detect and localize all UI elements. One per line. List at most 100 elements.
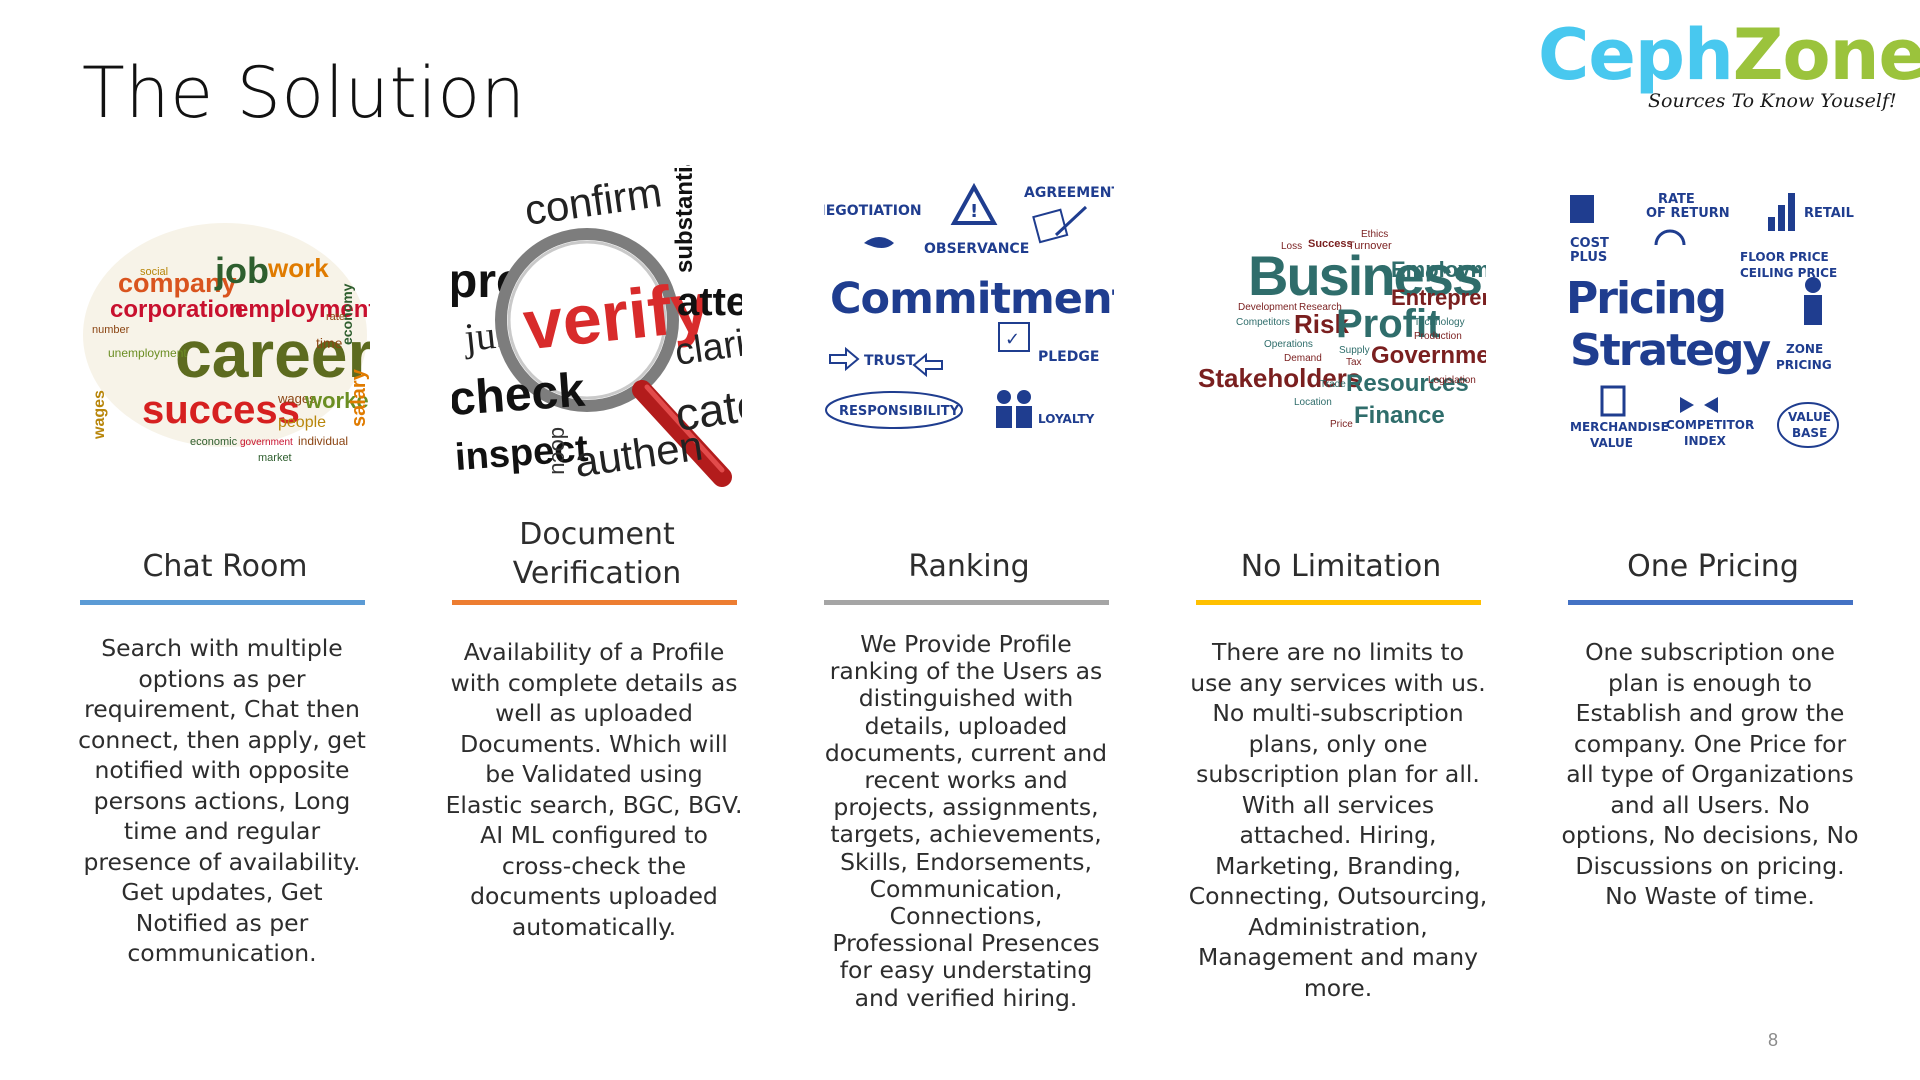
word-development: Development [1238,302,1297,313]
word-employment: employment [235,296,370,323]
column-heading: One Pricing [1627,549,1799,584]
column-one-pricing: RATE OF RETURN RETAIL COST PLUS FLOOR PR… [1562,165,1859,910]
column-divider-darkblue [1568,600,1853,605]
business-word-cloud-image: Ethics Loss Success Turnover Business Em… [1196,165,1486,495]
word-rate: rate [326,311,345,323]
column-body: One subscription one plan is enough to E… [1561,638,1859,910]
word-responsibility: RESPONSIBILITY [839,404,960,419]
word-finance: Finance [1354,402,1445,429]
word-salary: salary [348,368,370,427]
column-divider-orange [452,600,737,605]
word-zone: ZONE [1786,342,1823,356]
word-technology: Technology [1414,317,1465,328]
column-body: Search with multiple options as per requ… [78,634,366,967]
pricing-strategy-sketch-image: RATE OF RETURN RETAIL COST PLUS FLOOR PR… [1568,165,1858,495]
page-number: 8 [1768,1030,1779,1050]
word-competitors: Competitors [1236,317,1290,328]
column-body: There are no limits to use any services … [1188,638,1488,1002]
word-stakeholders: Stakeholders [1198,363,1361,393]
word-corporation: corporation [110,296,243,323]
word-trade: Trade [1320,379,1346,390]
word-location: Location [1294,397,1332,408]
word-pricing-small: PRICING [1776,358,1832,372]
svg-text:!: ! [970,201,978,222]
word-job: job [214,250,269,291]
word-government: government [240,437,293,448]
word-substantiat: substantiat [671,165,698,273]
word-floor-price: FLOOR PRICE [1740,250,1829,264]
word-negotiation: NEGOTIATION [824,203,922,219]
pen-icon [1054,205,1088,237]
word-trust: TRUST [864,353,916,369]
word-social: social [140,266,168,278]
word-research: Research [1299,302,1342,313]
word-docu: docu [547,427,572,475]
word-operations: Operations [1264,339,1313,350]
cephzone-logo: CephZone Sources To Know Youself! [1538,20,1920,130]
logo-word-zone: Zone [1732,14,1920,96]
svg-text:✓: ✓ [1005,329,1020,350]
handshake-icon [864,237,894,248]
word-wages: wages [91,390,108,440]
word-retail: RETAIL [1804,206,1854,221]
word-work: work [267,253,329,283]
person-icon [1805,277,1821,293]
column-divider-blue [80,600,365,605]
arrow-right-icon [829,346,860,372]
logo-word-ceph: Ceph [1538,14,1734,96]
word-success: success [142,388,300,432]
document-icon [1032,208,1069,244]
warning-icon [950,182,998,225]
word-demand: Demand [1284,353,1322,364]
cycle-arrows-icon [1654,229,1686,246]
word-strategy: Strategy [1570,325,1770,376]
converge-arrows-icon [1680,397,1718,413]
word-observance: OBSERVANCE [924,241,1029,257]
word-rate-return: RATE [1658,192,1695,207]
commitment-sketch-image: NEGOTIATION ! AGREEMENT OBSERVANCE Commi… [824,165,1114,495]
column-chat-room: social company job work corporation empl… [78,165,370,967]
logo-tagline: Sources To Know Youself! [1648,90,1897,112]
word-unemployment: unemployment [108,346,187,360]
verify-magnifier-image: confirm substantiat prove justify verify… [452,165,742,495]
column-heading: Ranking [908,549,1030,584]
word-attest: attest [677,280,742,324]
word-commitment: Commitment [830,274,1114,324]
logo-wordmark: CephZone [1538,20,1920,90]
column-no-limitation: Ethics Loss Success Turnover Business Em… [1189,165,1487,1002]
word-wage: wages [277,391,316,406]
word-company: company [118,268,237,298]
word-market: market [258,452,292,464]
word-economic: economic [190,436,238,448]
word-loyalty: LOYALTY [1038,412,1095,426]
word-value-base: VALUE [1788,410,1831,424]
word-government-biz: Government [1371,342,1486,369]
word-merchandise: MERCHANDISE [1570,420,1669,434]
word-entrepreneur: Entrepreneur [1391,285,1486,310]
word-supply: Supply [1339,345,1370,356]
column-body: We Provide Profile ranking of the Users … [824,630,1108,1012]
word-loss: Loss [1281,241,1302,252]
word-confirm: confirm [522,168,665,234]
word-agreement: AGREEMENT [1024,185,1114,201]
word-price: Price [1330,419,1353,430]
column-heading: Document Verification [512,517,682,591]
word-profit: Profit [1336,302,1440,346]
calculator-icon [1600,385,1626,417]
pricetag-icon [1570,195,1594,223]
word-ethics: Ethics [1361,229,1388,240]
word-index: INDEX [1684,434,1727,448]
chat-check-icon [998,322,1030,352]
word-resources: Resources [1346,370,1469,397]
column-divider-gray [824,600,1109,605]
word-check: check [452,364,587,426]
word-tax: Tax [1346,357,1362,368]
word-plus: PLUS [1570,250,1607,265]
column-heading: No Limitation [1240,549,1442,584]
word-economy: economy [339,283,355,345]
word-number: number [92,324,130,336]
word-base: BASE [1792,426,1827,440]
column-document-verification: confirm substantiat prove justify verify… [446,165,743,941]
slide-title: The Solution [82,52,526,134]
word-ceiling-price: CEILING PRICE [1740,266,1837,280]
